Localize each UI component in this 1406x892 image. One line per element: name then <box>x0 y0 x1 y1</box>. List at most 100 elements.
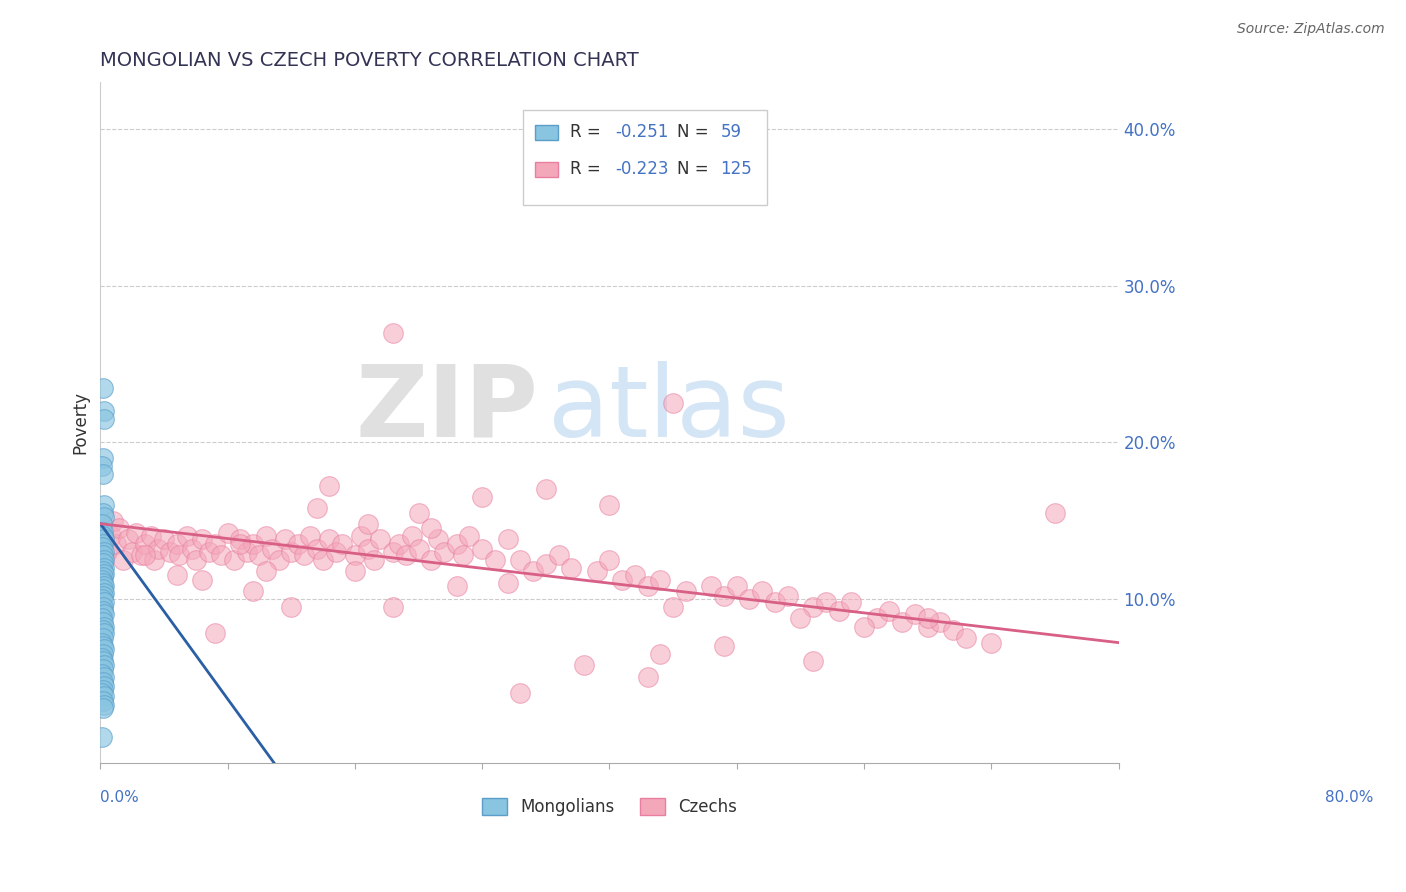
Point <box>299 529 322 543</box>
Point <box>222 552 245 566</box>
Point <box>141 529 163 543</box>
Point <box>134 537 156 551</box>
Point <box>93 533 115 547</box>
Point <box>471 541 494 556</box>
Text: 80.0%: 80.0% <box>1324 790 1374 805</box>
Point <box>312 552 335 566</box>
Point <box>91 576 114 591</box>
Point <box>93 607 115 622</box>
Point <box>585 564 607 578</box>
Point <box>451 548 474 562</box>
Point <box>91 701 114 715</box>
Point <box>980 635 1002 649</box>
Point <box>191 533 214 547</box>
Point <box>93 626 115 640</box>
Point <box>93 595 115 609</box>
Point <box>325 545 347 559</box>
Point <box>93 412 115 426</box>
Point <box>637 579 659 593</box>
Point <box>91 506 114 520</box>
Point <box>93 585 115 599</box>
Point <box>280 545 302 559</box>
Point <box>229 533 252 547</box>
Point <box>929 615 952 630</box>
Point <box>90 591 112 606</box>
Point <box>356 516 378 531</box>
Point <box>91 631 114 645</box>
Point <box>93 680 115 694</box>
Point <box>166 568 188 582</box>
Point <box>612 573 634 587</box>
Point <box>866 610 889 624</box>
Point <box>598 498 620 512</box>
Point <box>93 560 115 574</box>
Point <box>904 607 927 622</box>
Point <box>330 537 353 551</box>
Point <box>91 537 114 551</box>
Point <box>91 599 114 614</box>
Point <box>917 610 939 624</box>
Point <box>204 626 226 640</box>
FancyBboxPatch shape <box>523 110 768 205</box>
Point <box>420 552 443 566</box>
Point <box>166 537 188 551</box>
Point <box>229 537 252 551</box>
Point <box>91 380 114 394</box>
Point <box>197 545 219 559</box>
Point <box>675 584 697 599</box>
Point <box>917 620 939 634</box>
Point <box>117 533 139 547</box>
Point <box>96 545 118 559</box>
Point <box>401 529 423 543</box>
Point <box>395 548 418 562</box>
Point <box>112 552 135 566</box>
Point <box>93 698 115 713</box>
Point <box>209 548 232 562</box>
Text: -0.223: -0.223 <box>616 161 669 178</box>
Point <box>91 682 114 697</box>
Point <box>382 599 405 614</box>
Point <box>522 564 544 578</box>
Point <box>955 631 977 645</box>
Y-axis label: Poverty: Poverty <box>72 392 89 454</box>
Point <box>134 548 156 562</box>
Text: 0.0%: 0.0% <box>100 790 139 805</box>
Text: Source: ZipAtlas.com: Source: ZipAtlas.com <box>1237 22 1385 37</box>
Point <box>91 623 114 637</box>
Point <box>267 552 290 566</box>
Point <box>471 490 494 504</box>
Point <box>560 560 582 574</box>
Point <box>249 548 271 562</box>
Point <box>93 566 115 581</box>
Point <box>598 552 620 566</box>
Text: 125: 125 <box>720 161 752 178</box>
Text: N =: N = <box>676 161 714 178</box>
Text: N =: N = <box>676 123 714 141</box>
Point <box>356 541 378 556</box>
Text: -0.251: -0.251 <box>616 123 669 141</box>
Point <box>388 537 411 551</box>
Point <box>751 584 773 599</box>
Point <box>305 501 328 516</box>
Point <box>167 548 190 562</box>
Point <box>91 582 114 597</box>
Point <box>93 641 115 656</box>
Point <box>90 667 112 681</box>
Point <box>254 529 277 543</box>
Point <box>93 670 115 684</box>
Point <box>100 529 122 543</box>
Point <box>90 540 112 554</box>
Legend: Mongolians, Czechs: Mongolians, Czechs <box>475 791 744 823</box>
Point <box>363 552 385 566</box>
Point <box>662 396 685 410</box>
Point <box>408 541 430 556</box>
Point <box>204 537 226 551</box>
Point <box>262 541 284 556</box>
Text: ZIP: ZIP <box>356 360 538 458</box>
Point <box>287 537 309 551</box>
Point <box>763 595 786 609</box>
Point <box>496 576 519 591</box>
Point <box>91 467 114 481</box>
Point <box>142 552 165 566</box>
Point <box>725 579 748 593</box>
